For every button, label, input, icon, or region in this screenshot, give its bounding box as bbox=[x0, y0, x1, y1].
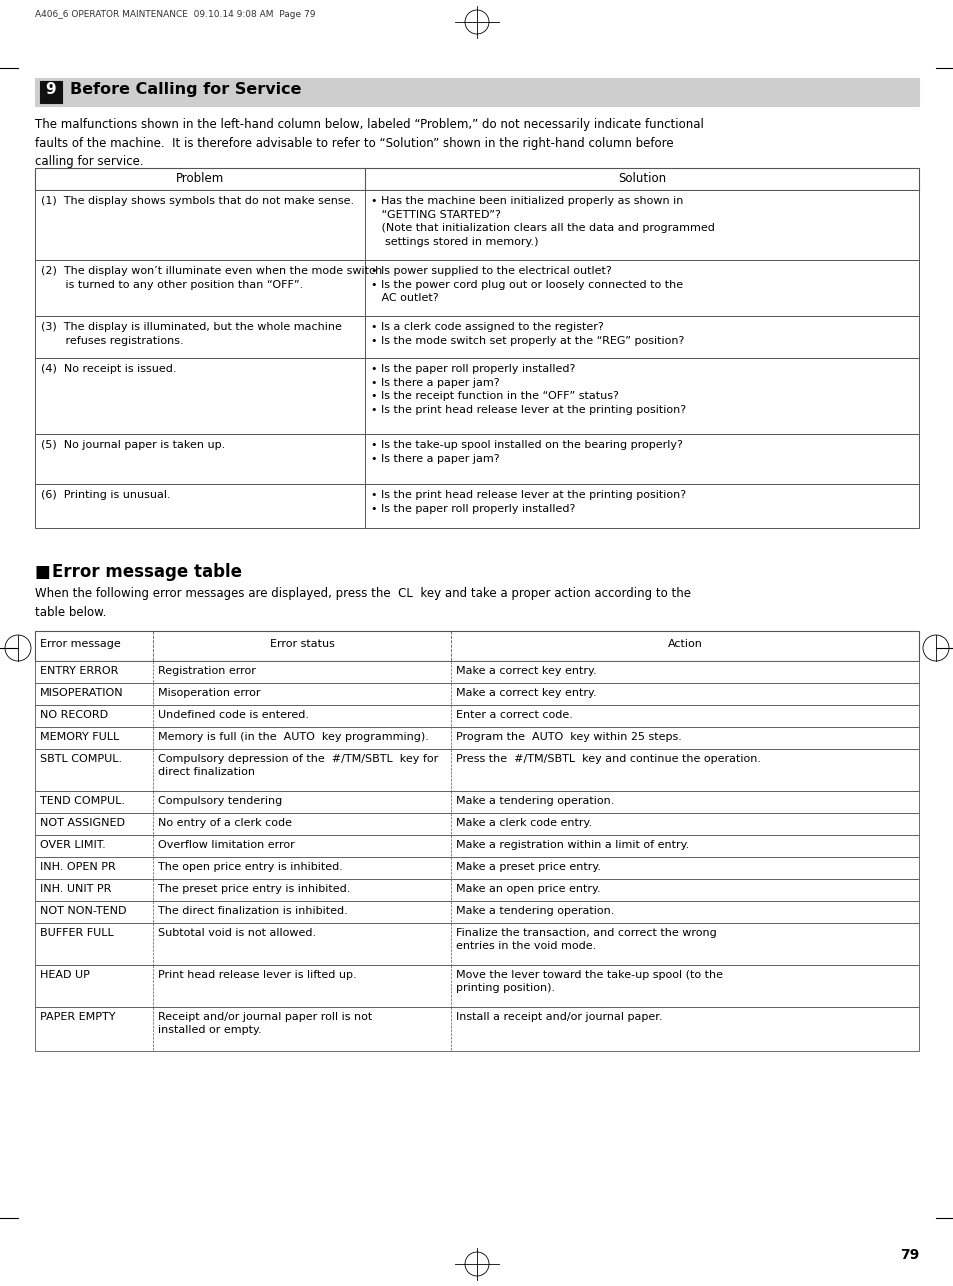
Text: Registration error: Registration error bbox=[158, 666, 255, 676]
Text: (4)  No receipt is issued.: (4) No receipt is issued. bbox=[41, 364, 176, 374]
Bar bbox=[35, 1007, 918, 1051]
Text: Action: Action bbox=[667, 639, 701, 649]
Text: Make a correct key entry.: Make a correct key entry. bbox=[456, 688, 596, 698]
Bar bbox=[35, 358, 918, 433]
Bar bbox=[35, 835, 918, 856]
Text: (3)  The display is illuminated, but the whole machine
       refuses registrati: (3) The display is illuminated, but the … bbox=[41, 322, 341, 346]
Text: Memory is full (in the  AUTO  key programming).: Memory is full (in the AUTO key programm… bbox=[158, 732, 429, 742]
Text: The preset price entry is inhibited.: The preset price entry is inhibited. bbox=[158, 883, 350, 894]
Bar bbox=[35, 168, 918, 190]
Text: Make a preset price entry.: Make a preset price entry. bbox=[456, 862, 600, 872]
Text: ■: ■ bbox=[35, 563, 51, 581]
Bar bbox=[35, 260, 918, 316]
Bar bbox=[35, 856, 918, 880]
Text: MISOPERATION: MISOPERATION bbox=[40, 688, 124, 698]
Text: Make a tendering operation.: Make a tendering operation. bbox=[456, 907, 614, 916]
Text: HEAD UP: HEAD UP bbox=[40, 970, 90, 980]
Text: 9: 9 bbox=[46, 82, 56, 96]
Bar bbox=[35, 631, 918, 661]
Text: Problem: Problem bbox=[175, 172, 224, 185]
Bar bbox=[35, 661, 918, 683]
Text: Solution: Solution bbox=[618, 172, 665, 185]
Text: (1)  The display shows symbols that do not make sense.: (1) The display shows symbols that do no… bbox=[41, 195, 354, 206]
Text: Program the  AUTO  key within 25 steps.: Program the AUTO key within 25 steps. bbox=[456, 732, 681, 742]
Text: • Has the machine been initialized properly as shown in
   “GETTING STARTED”?
  : • Has the machine been initialized prope… bbox=[371, 195, 714, 247]
Text: SBTL COMPUL.: SBTL COMPUL. bbox=[40, 754, 122, 764]
Bar bbox=[35, 901, 918, 923]
Text: The direct finalization is inhibited.: The direct finalization is inhibited. bbox=[158, 907, 348, 916]
Text: NOT ASSIGNED: NOT ASSIGNED bbox=[40, 818, 125, 828]
Bar bbox=[35, 683, 918, 705]
Text: Compulsory tendering: Compulsory tendering bbox=[158, 796, 282, 806]
Text: (6)  Printing is unusual.: (6) Printing is unusual. bbox=[41, 490, 171, 500]
Text: INH. OPEN PR: INH. OPEN PR bbox=[40, 862, 115, 872]
Text: Error message: Error message bbox=[40, 639, 121, 649]
Bar bbox=[35, 964, 918, 1007]
Text: OVER LIMIT.: OVER LIMIT. bbox=[40, 840, 106, 850]
Text: INH. UNIT PR: INH. UNIT PR bbox=[40, 883, 112, 894]
Text: When the following error messages are displayed, press the  CL  key and take a p: When the following error messages are di… bbox=[35, 586, 690, 619]
Text: Make a registration within a limit of entry.: Make a registration within a limit of en… bbox=[456, 840, 688, 850]
Text: (5)  No journal paper is taken up.: (5) No journal paper is taken up. bbox=[41, 440, 225, 450]
Text: MEMORY FULL: MEMORY FULL bbox=[40, 732, 119, 742]
Text: Finalize the transaction, and correct the wrong
entries in the void mode.: Finalize the transaction, and correct th… bbox=[456, 928, 716, 950]
Bar bbox=[35, 880, 918, 901]
Bar bbox=[35, 190, 918, 260]
Text: The malfunctions shown in the left-hand column below, labeled “Problem,” do not : The malfunctions shown in the left-hand … bbox=[35, 118, 703, 168]
Text: Make a clerk code entry.: Make a clerk code entry. bbox=[456, 818, 592, 828]
Bar bbox=[35, 78, 918, 105]
Text: BUFFER FULL: BUFFER FULL bbox=[40, 928, 113, 937]
Text: TEND COMPUL.: TEND COMPUL. bbox=[40, 796, 125, 806]
Text: Error status: Error status bbox=[270, 639, 335, 649]
Text: Print head release lever is lifted up.: Print head release lever is lifted up. bbox=[158, 970, 356, 980]
Text: PAPER EMPTY: PAPER EMPTY bbox=[40, 1012, 115, 1022]
Bar bbox=[35, 433, 918, 484]
Text: • Is the print head release lever at the printing position?
• Is the paper roll : • Is the print head release lever at the… bbox=[371, 490, 685, 513]
Text: Compulsory depression of the  #/TM/SBTL  key for
direct finalization: Compulsory depression of the #/TM/SBTL k… bbox=[158, 754, 437, 777]
Text: • Is a clerk code assigned to the register?
• Is the mode switch set properly at: • Is a clerk code assigned to the regist… bbox=[371, 322, 683, 346]
Text: Subtotal void is not allowed.: Subtotal void is not allowed. bbox=[158, 928, 315, 937]
Text: Move the lever toward the take-up spool (to the
printing position).: Move the lever toward the take-up spool … bbox=[456, 970, 722, 993]
Text: Receipt and/or journal paper roll is not
installed or empty.: Receipt and/or journal paper roll is not… bbox=[158, 1012, 372, 1035]
Text: Before Calling for Service: Before Calling for Service bbox=[70, 82, 301, 96]
Text: The open price entry is inhibited.: The open price entry is inhibited. bbox=[158, 862, 342, 872]
Text: • Is the take-up spool installed on the bearing properly?
• Is there a paper jam: • Is the take-up spool installed on the … bbox=[371, 440, 682, 463]
Text: NOT NON-TEND: NOT NON-TEND bbox=[40, 907, 127, 916]
Text: A406_6 OPERATOR MAINTENANCE  09.10.14 9:08 AM  Page 79: A406_6 OPERATOR MAINTENANCE 09.10.14 9:0… bbox=[35, 10, 315, 19]
Text: Misoperation error: Misoperation error bbox=[158, 688, 260, 698]
Text: Overflow limitation error: Overflow limitation error bbox=[158, 840, 294, 850]
Text: Press the  #/TM/SBTL  key and continue the operation.: Press the #/TM/SBTL key and continue the… bbox=[456, 754, 760, 764]
Bar bbox=[35, 813, 918, 835]
Text: Make a tendering operation.: Make a tendering operation. bbox=[456, 796, 614, 806]
Bar bbox=[35, 705, 918, 727]
Text: Undefined code is entered.: Undefined code is entered. bbox=[158, 710, 309, 720]
Text: Make a correct key entry.: Make a correct key entry. bbox=[456, 666, 596, 676]
Bar bbox=[40, 81, 62, 103]
Bar bbox=[35, 791, 918, 813]
Text: ENTRY ERROR: ENTRY ERROR bbox=[40, 666, 118, 676]
Text: Error message table: Error message table bbox=[52, 563, 242, 581]
Bar bbox=[35, 316, 918, 358]
Text: Make an open price entry.: Make an open price entry. bbox=[456, 883, 600, 894]
Bar bbox=[35, 748, 918, 791]
Text: Install a receipt and/or journal paper.: Install a receipt and/or journal paper. bbox=[456, 1012, 661, 1022]
Text: 79: 79 bbox=[899, 1247, 918, 1262]
Text: NO RECORD: NO RECORD bbox=[40, 710, 108, 720]
Bar bbox=[35, 727, 918, 748]
Text: No entry of a clerk code: No entry of a clerk code bbox=[158, 818, 292, 828]
Text: • Is power supplied to the electrical outlet?
• Is the power cord plug out or lo: • Is power supplied to the electrical ou… bbox=[371, 266, 682, 303]
Text: • Is the paper roll properly installed?
• Is there a paper jam?
• Is the receipt: • Is the paper roll properly installed? … bbox=[371, 364, 685, 415]
Text: Enter a correct code.: Enter a correct code. bbox=[456, 710, 572, 720]
Bar bbox=[35, 484, 918, 529]
Bar bbox=[35, 923, 918, 964]
Text: (2)  The display won’t illuminate even when the mode switch
       is turned to : (2) The display won’t illuminate even wh… bbox=[41, 266, 382, 289]
